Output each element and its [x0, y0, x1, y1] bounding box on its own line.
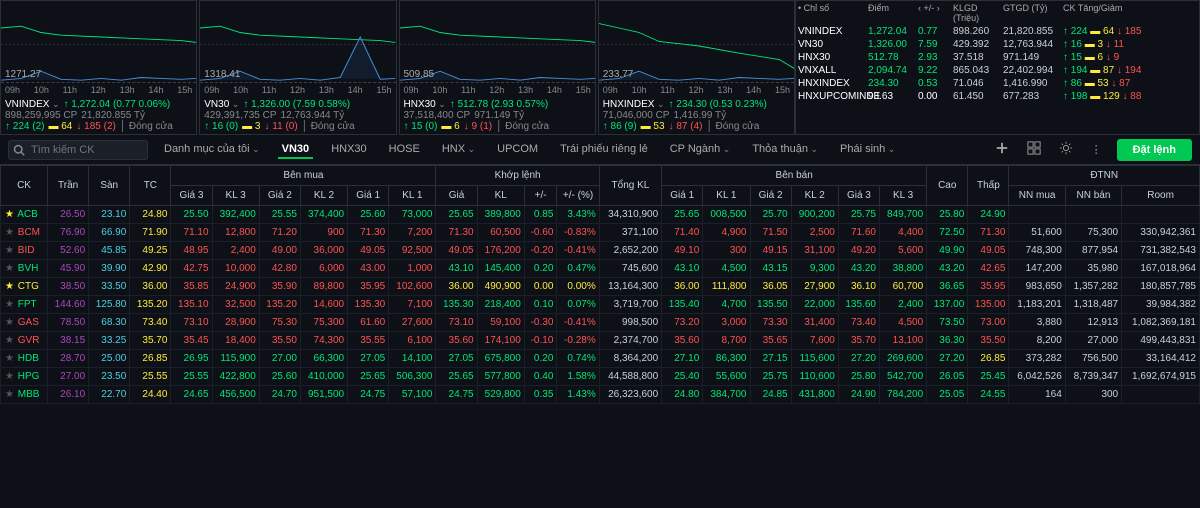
table-row[interactable]: ★ HDB 28.7025.0026.85 26.95115,90027.006… — [1, 350, 1200, 368]
tab-trái-phiếu-riêng-lẻ[interactable]: Trái phiếu riêng lẻ — [556, 141, 652, 159]
indices-row[interactable]: VNXALL 2,094.74 9.22 865.04322,402.994 ↑… — [796, 64, 1199, 77]
star-icon[interactable]: ★ — [5, 317, 15, 328]
table-wrap: CKTrầnSànTC Bên muaKhớp lệnhTổng KL Bên … — [0, 165, 1200, 505]
order-button[interactable]: Đặt lệnh — [1117, 139, 1192, 161]
table-row[interactable]: ★ BVH 45.9039.9042.90 42.7510,00042.806,… — [1, 260, 1200, 278]
chart-name[interactable]: HNX30 — [404, 99, 446, 110]
table-row[interactable]: ★ CTG 38.5033.5036.00 35.8524,90035.9089… — [1, 278, 1200, 296]
chart-footer: HNX30 ↑ 512.78 (2.93 0.57%) 37,518,400 C… — [400, 97, 595, 134]
chart-xaxis: 09h10h11h12h13h14h15h — [599, 83, 794, 97]
table-row[interactable]: ★ HPG 27.0023.5025.55 25.55422,80025.604… — [1, 368, 1200, 386]
tab-hnx[interactable]: HNX — [438, 141, 479, 159]
chart-canvas: 233.77 — [599, 1, 794, 83]
indices-row[interactable]: HNX30 512.78 2.93 37.518971.149 ↑ 15 ▬ 6… — [796, 51, 1199, 64]
star-icon[interactable]: ★ — [5, 299, 15, 310]
indices-row[interactable]: HNXINDEX 234.30 0.53 71.0461,416.990 ↑ 8… — [796, 77, 1199, 90]
table-row[interactable]: ★ MBB 26.1022.7024.40 24.65456,50024.709… — [1, 386, 1200, 404]
charts-area: 1271.27 09h10h11h12h13h14h15h VNINDEX ↑ … — [0, 0, 795, 135]
chart-panel-hnx30[interactable]: 509.85 09h10h11h12h13h14h15h HNX30 ↑ 512… — [399, 0, 596, 135]
indices-panel: • Chỉ sốĐiểm‹ +/- › KLGD (Triệu)GTGD (Tỷ… — [795, 0, 1200, 135]
chart-ref-label: 1271.27 — [5, 69, 41, 80]
chart-footer: VNINDEX ↑ 1,272.04 (0.77 0.06%) 898,259,… — [1, 97, 196, 134]
star-icon[interactable]: ★ — [5, 281, 15, 292]
more-icon[interactable]: ⋮ — [1088, 143, 1105, 156]
star-icon[interactable]: ★ — [5, 209, 15, 220]
layout-icon[interactable] — [1024, 141, 1044, 158]
chart-name[interactable]: HNXINDEX — [603, 99, 665, 110]
search-icon — [13, 144, 25, 156]
chart-xaxis: 09h10h11h12h13h14h15h — [1, 83, 196, 97]
indices-header: • Chỉ sốĐiểm‹ +/- › KLGD (Triệu)GTGD (Tỷ… — [796, 1, 1199, 25]
chart-ref-label: 1318.41 — [204, 69, 240, 80]
toolbar: Danh mục của tôi VN30 HNX30 HOSE HNX UPCOM Trá… — [0, 135, 1200, 165]
indices-row[interactable]: VNINDEX 1,272.04 0.77 898.26021,820.855 … — [796, 25, 1199, 38]
star-icon[interactable]: ★ — [5, 263, 15, 274]
tab-danh-mục-của-tôi[interactable]: Danh mục của tôi — [160, 141, 264, 159]
price-table: CKTrầnSànTC Bên muaKhớp lệnhTổng KL Bên … — [0, 165, 1200, 404]
chart-ref-label: 233.77 — [603, 69, 634, 80]
top-section: 1271.27 09h10h11h12h13h14h15h VNINDEX ↑ … — [0, 0, 1200, 135]
chart-canvas: 509.85 — [400, 1, 595, 83]
tab-thỏa-thuận[interactable]: Thỏa thuận — [748, 141, 822, 159]
chart-panel-vnindex[interactable]: 1271.27 09h10h11h12h13h14h15h VNINDEX ↑ … — [0, 0, 197, 135]
indices-row[interactable]: VN30 1,326.00 7.59 429.39212,763.944 ↑ 1… — [796, 38, 1199, 51]
table-row[interactable]: ★ FPT 144.60125.80135.20 135.1032,500135… — [1, 296, 1200, 314]
chart-panel-vn30[interactable]: 1318.41 09h10h11h12h13h14h15h VN30 ↑ 1,3… — [199, 0, 396, 135]
tab-vn30[interactable]: VN30 — [278, 141, 314, 159]
chart-ref-label: 509.85 — [404, 69, 435, 80]
chart-canvas: 1318.41 — [200, 1, 395, 83]
chart-name[interactable]: VNINDEX — [5, 99, 60, 110]
star-icon[interactable]: ★ — [5, 389, 15, 400]
table-row[interactable]: ★ BCM 76.9066.9071.90 71.1012,80071.2090… — [1, 224, 1200, 242]
chart-canvas: 1271.27 — [1, 1, 196, 83]
table-row[interactable]: ★ ACB 26.5023.1024.80 25.50392,40025.553… — [1, 206, 1200, 224]
gear-icon[interactable] — [1056, 141, 1076, 158]
chart-panel-hnxindex[interactable]: 233.77 09h10h11h12h13h14h15h HNXINDEX ↑ … — [598, 0, 795, 135]
star-icon[interactable]: ★ — [5, 245, 15, 256]
table-row[interactable]: ★ GAS 78.5068.3073.40 73.1028,90075.3075… — [1, 314, 1200, 332]
tab-hose[interactable]: HOSE — [385, 141, 424, 159]
star-icon[interactable]: ★ — [5, 335, 15, 346]
star-icon[interactable]: ★ — [5, 227, 15, 238]
star-icon[interactable]: ★ — [5, 371, 15, 382]
chart-xaxis: 09h10h11h12h13h14h15h — [200, 83, 395, 97]
chart-xaxis: 09h10h11h12h13h14h15h — [400, 83, 595, 97]
indices-row[interactable]: HNXUPCOMINDE 93.63 0.00 61.450677.283 ↑ … — [796, 90, 1199, 103]
chart-name[interactable]: VN30 — [204, 99, 239, 110]
search-input[interactable] — [8, 140, 148, 160]
chart-footer: HNXINDEX ↑ 234.30 (0.53 0.23%) 71,046,00… — [599, 97, 794, 134]
table-row[interactable]: ★ GVR 38.1533.2535.70 35.4518,40035.5074… — [1, 332, 1200, 350]
tabs: Danh mục của tôi VN30 HNX30 HOSE HNX UPCOM Trá… — [160, 141, 899, 159]
table-row[interactable]: ★ BID 52.6045.8549.25 48.952,40049.0036,… — [1, 242, 1200, 260]
tab-cp-ngành[interactable]: CP Ngành — [666, 141, 735, 159]
tab-phái-sinh[interactable]: Phái sinh — [836, 141, 899, 159]
tab-upcom[interactable]: UPCOM — [493, 141, 542, 159]
add-icon[interactable] — [992, 141, 1012, 158]
tab-hnx30[interactable]: HNX30 — [327, 141, 370, 159]
chart-footer: VN30 ↑ 1,326.00 (7.59 0.58%) 429,391,735… — [200, 97, 395, 134]
star-icon[interactable]: ★ — [5, 353, 15, 364]
search-box — [8, 140, 148, 160]
